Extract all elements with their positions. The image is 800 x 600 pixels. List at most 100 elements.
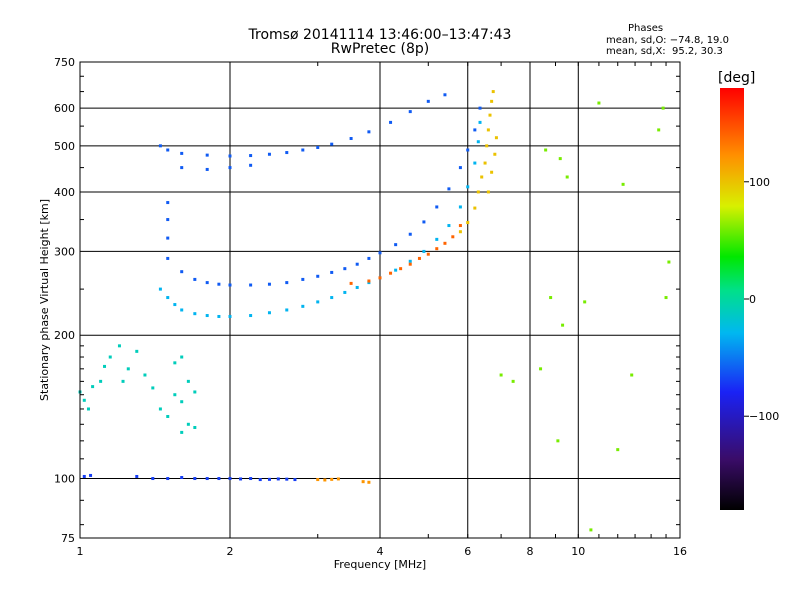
phases-title: Phases — [628, 23, 664, 34]
data-point — [180, 166, 184, 170]
data-point — [186, 379, 190, 383]
data-point — [544, 148, 548, 152]
y-tick-label: 300 — [54, 245, 75, 258]
data-point — [323, 478, 327, 482]
data-point — [422, 220, 426, 224]
data-point — [180, 475, 184, 479]
data-point — [378, 251, 382, 255]
data-point — [166, 218, 170, 222]
data-point — [426, 252, 430, 256]
data-point — [228, 314, 232, 318]
y-tick-label: 400 — [54, 186, 75, 199]
data-point — [343, 290, 347, 294]
data-point — [205, 314, 209, 318]
data-point — [408, 262, 412, 266]
data-point — [158, 144, 162, 148]
data-point — [193, 477, 197, 481]
data-point — [486, 190, 490, 194]
data-point — [180, 430, 184, 434]
data-point — [630, 373, 634, 377]
data-point — [476, 190, 480, 194]
data-point — [228, 477, 232, 481]
data-point — [186, 422, 190, 426]
data-point — [143, 373, 147, 377]
data-point — [173, 303, 177, 307]
data-point — [466, 148, 470, 152]
data-point — [91, 385, 95, 389]
data-point — [316, 145, 320, 149]
data-point — [458, 166, 462, 170]
data-point — [158, 407, 162, 411]
data-point — [466, 185, 470, 189]
data-point — [166, 256, 170, 260]
data-point — [488, 113, 492, 117]
data-point — [435, 205, 439, 209]
data-point — [267, 311, 271, 315]
data-point — [367, 279, 371, 283]
data-point — [228, 166, 232, 170]
data-point — [549, 296, 553, 300]
data-point — [86, 407, 90, 411]
data-point — [126, 367, 130, 371]
y-tick-label: 750 — [54, 56, 75, 69]
data-point — [367, 256, 371, 260]
data-point — [135, 474, 139, 478]
data-point — [539, 367, 543, 371]
data-point — [483, 161, 487, 165]
data-point — [349, 281, 353, 285]
data-point — [661, 106, 665, 110]
data-point — [330, 296, 334, 300]
x-tick-label: 10 — [571, 545, 585, 558]
data-point — [556, 439, 560, 443]
data-point — [205, 477, 209, 481]
data-point — [135, 349, 139, 353]
data-point — [217, 477, 221, 481]
data-point — [267, 282, 271, 286]
data-point — [316, 478, 320, 482]
data-point — [180, 270, 184, 274]
data-point — [435, 237, 439, 241]
data-point — [451, 235, 455, 239]
data-point — [267, 152, 271, 156]
data-point — [408, 232, 412, 236]
data-point — [205, 167, 209, 171]
data-point — [349, 137, 353, 141]
data-point — [621, 182, 625, 186]
data-point — [82, 474, 86, 478]
data-point — [589, 528, 593, 532]
data-point — [565, 175, 569, 179]
data-point — [330, 270, 334, 274]
chart-title: Tromsø 20141114 13:46:00–13:47:43 — [248, 27, 512, 43]
data-point — [166, 148, 170, 152]
data-point — [486, 128, 490, 132]
data-point — [389, 271, 393, 275]
data-point — [89, 473, 93, 477]
data-point — [355, 262, 359, 266]
data-point — [478, 106, 482, 110]
x-axis-label: Frequency [MHz] — [334, 558, 426, 571]
data-point — [336, 477, 340, 481]
data-point — [228, 154, 232, 158]
data-point — [480, 175, 484, 179]
data-point — [276, 477, 280, 481]
data-point — [103, 364, 107, 368]
data-point — [447, 187, 451, 191]
data-point — [301, 148, 305, 152]
data-point — [301, 277, 305, 281]
data-point — [166, 201, 170, 205]
y-tick-label: 200 — [54, 329, 75, 342]
data-point — [99, 379, 103, 383]
data-point — [301, 304, 305, 308]
data-point — [249, 163, 253, 167]
x-tick-label: 8 — [527, 545, 534, 558]
data-point — [285, 281, 289, 285]
data-point — [490, 99, 494, 103]
data-point — [108, 355, 112, 359]
data-point — [166, 477, 170, 481]
data-point — [330, 477, 334, 481]
data-point — [583, 300, 587, 304]
x-tick-label: 6 — [464, 545, 471, 558]
x-tick-label: 16 — [673, 545, 687, 558]
data-point — [228, 283, 232, 287]
chart-subtitle: RwPretec (8p) — [330, 41, 430, 57]
